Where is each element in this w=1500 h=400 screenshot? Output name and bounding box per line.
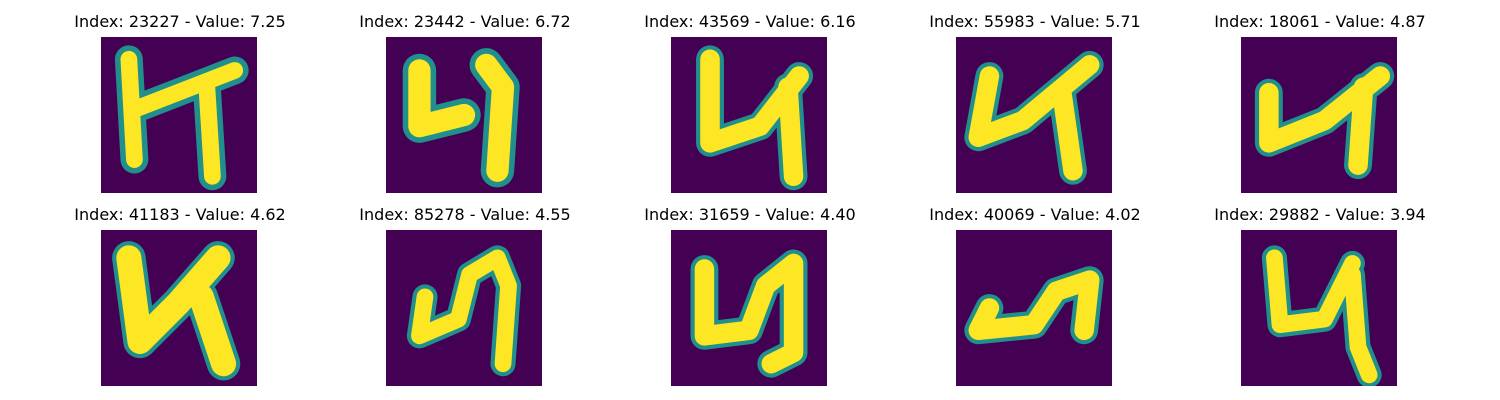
panel-title: Index: 55983 - Value: 5.71 xyxy=(929,12,1141,31)
digit-image xyxy=(1241,37,1397,193)
panel-title: Index: 85278 - Value: 4.55 xyxy=(359,205,571,224)
digit-image xyxy=(386,230,542,386)
panel-title: Index: 23442 - Value: 6.72 xyxy=(359,12,571,31)
panel-title: Index: 43569 - Value: 6.16 xyxy=(644,12,856,31)
digit-image xyxy=(671,230,827,386)
digit-image xyxy=(956,230,1112,386)
panel-title: Index: 23227 - Value: 7.25 xyxy=(74,12,286,31)
digit-image xyxy=(101,230,257,386)
digit-image xyxy=(101,37,257,193)
digit-image xyxy=(1241,230,1397,386)
digit-image xyxy=(386,37,542,193)
panel-title: Index: 31659 - Value: 4.40 xyxy=(644,205,856,224)
panel-title: Index: 18061 - Value: 4.87 xyxy=(1214,12,1426,31)
digit-image xyxy=(956,37,1112,193)
panel-title: Index: 40069 - Value: 4.02 xyxy=(929,205,1141,224)
panel-title: Index: 41183 - Value: 4.62 xyxy=(74,205,286,224)
panel-title: Index: 29882 - Value: 3.94 xyxy=(1214,205,1426,224)
digit-image xyxy=(671,37,827,193)
